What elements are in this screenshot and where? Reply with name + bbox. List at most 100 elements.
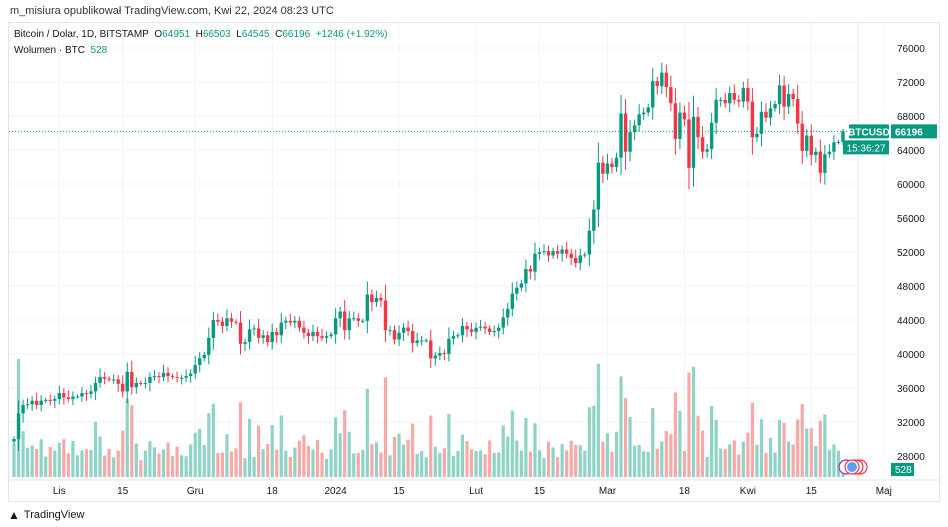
volume-bar [587, 407, 591, 477]
candle-body [614, 157, 619, 167]
volume-bar [266, 444, 270, 477]
volume-bar [207, 413, 211, 477]
volume-bar [696, 415, 700, 477]
volume-bar [161, 449, 166, 477]
candle-body [306, 332, 311, 337]
volume-bar [275, 449, 279, 477]
candle-body [823, 154, 827, 173]
volume-bar [261, 449, 265, 477]
candle-body [478, 326, 483, 328]
volume-bar [673, 392, 677, 477]
volume-bar [664, 431, 668, 477]
chart-frame[interactable] [8, 22, 940, 502]
open-label: O [154, 29, 163, 40]
volume-bar [189, 444, 193, 477]
candle-body [705, 149, 709, 152]
candle-body [39, 400, 43, 405]
candle-body [75, 396, 80, 398]
volume-bar [827, 450, 831, 477]
candle-body [148, 376, 152, 383]
volume-bar [411, 423, 415, 477]
volume-bar [130, 405, 134, 477]
candle-body [524, 269, 528, 284]
volume-bar [474, 450, 478, 477]
volume-bar [21, 431, 25, 477]
candle-body [184, 376, 188, 378]
candle-body [229, 318, 234, 322]
volume-bar [719, 448, 723, 477]
candle-body [143, 382, 148, 384]
volume-bar [714, 419, 718, 477]
symbol-title[interactable]: Bitcoin / Dolar, 1D, BITSTAMP [14, 29, 149, 40]
candle-body [746, 87, 750, 102]
volume-bar [338, 433, 342, 477]
volume-bar [768, 437, 773, 477]
candle-body [755, 133, 759, 138]
published-caption: m_misiura opublikował TradingView.com, K… [10, 5, 334, 17]
volume-bar [519, 450, 523, 477]
candle-body [170, 376, 175, 378]
candle-body [628, 132, 632, 152]
volume-bar [44, 456, 48, 477]
volume-bar [252, 457, 256, 477]
volume-bar [805, 428, 809, 477]
candle-body [651, 81, 655, 108]
candle-body [297, 320, 302, 328]
volume-bar [424, 457, 428, 477]
candle-body [483, 326, 487, 329]
volume-bar [737, 454, 741, 477]
candle-body [342, 311, 347, 331]
candle-body [510, 293, 514, 309]
candle-body [637, 114, 641, 126]
volume-bar [420, 451, 424, 477]
candle-body [107, 378, 111, 380]
candle-body [320, 336, 324, 338]
volume-bar [510, 410, 514, 477]
candle-body [116, 379, 120, 384]
volume-row: Wolumen · BTC 528 [14, 43, 387, 59]
candle-body [388, 330, 392, 332]
candle-body [696, 116, 700, 138]
volume-bar [71, 440, 75, 477]
volume-bar [329, 449, 333, 477]
volume-bar [406, 439, 410, 477]
candle-body [139, 382, 143, 384]
candle-body [44, 399, 48, 401]
candle-body [25, 404, 30, 406]
candle-body [261, 335, 265, 338]
volume-bar [166, 442, 170, 477]
volume-bar [152, 447, 157, 477]
volume-bar [637, 444, 641, 477]
volume-bar [324, 458, 329, 477]
volume-bar [48, 447, 52, 477]
candle-body [198, 358, 202, 366]
volume-bar [53, 450, 57, 477]
symbol-tag-bg [849, 124, 889, 139]
footer-brand[interactable]: ▲ TradingView [8, 508, 84, 522]
candle-body [429, 340, 433, 359]
candle-body [98, 376, 102, 383]
candle-body [533, 253, 537, 272]
volume-bar [623, 398, 628, 477]
volume-bar [93, 421, 98, 477]
y-tick-label: 56000 [897, 214, 925, 225]
volume-label[interactable]: Wolumen · BTC [14, 45, 85, 56]
candle-body [379, 297, 383, 301]
volume-bar [646, 451, 650, 477]
y-tick-label: 52000 [897, 248, 925, 259]
symbol-tag[interactable]: BTCUSD [848, 124, 890, 139]
volume-bar [764, 453, 768, 477]
volume-bar [35, 448, 39, 477]
candle-body [175, 376, 179, 378]
low-value: 64545 [241, 29, 270, 40]
candle-body [737, 99, 741, 102]
candle-body [655, 81, 659, 87]
high-value: 66503 [202, 29, 231, 40]
open-value: 64951 [162, 29, 191, 40]
candle-body [293, 320, 297, 323]
candle-body [805, 135, 809, 151]
candle-body [574, 257, 578, 264]
candle-body [605, 163, 610, 174]
x-tick-label: 15 [806, 486, 818, 497]
